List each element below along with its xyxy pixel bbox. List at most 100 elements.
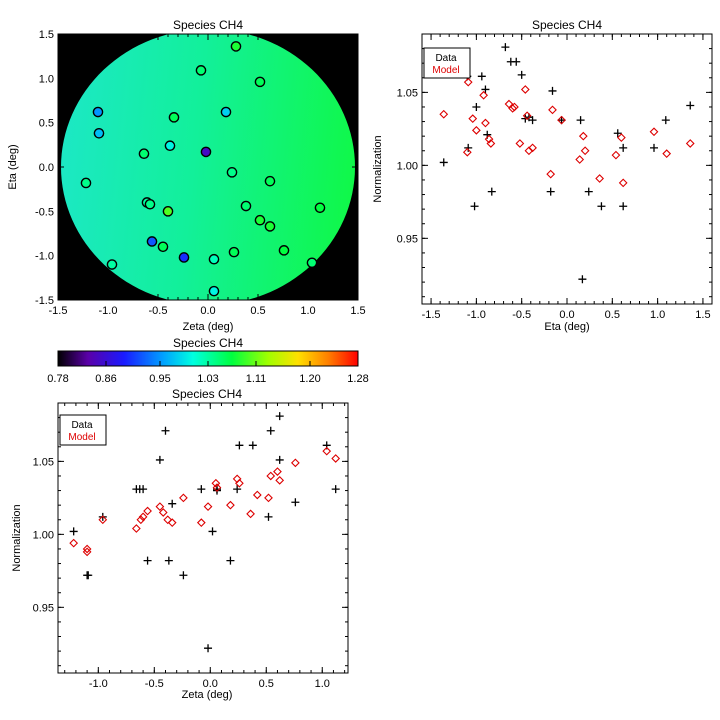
map-y-axis-label: Eta (deg) (7, 144, 19, 189)
colorbar-tick-label: 0.95 (149, 373, 170, 385)
zeta-data-point (168, 499, 177, 508)
zeta-data-point (139, 485, 148, 494)
map-y-tick-label: 0.0 (39, 162, 54, 174)
zeta-normalization-panel: Species CH4 -1.0 -0.5 0.0 0.5 1.0 0.95 1.00 1.… (11, 387, 349, 701)
zeta-panel-frame (57, 402, 349, 674)
map-source-point (138, 148, 150, 159)
zeta-data-point (208, 527, 217, 536)
map-x-tick-label: -0.5 (149, 305, 168, 317)
colorbar-title: Species CH4 (173, 336, 243, 350)
map-source-point (264, 221, 276, 232)
zeta-data-point (275, 455, 284, 464)
eta-data-point (439, 158, 448, 167)
zeta-data-point (69, 527, 78, 536)
zeta-model-point (246, 509, 255, 519)
zeta-model-point (69, 538, 79, 548)
zeta-model-point (167, 518, 177, 528)
eta-data-point (597, 202, 606, 211)
map-x-tick-label: 1.0 (300, 305, 315, 317)
zeta-model-point (331, 454, 341, 463)
map-source-point (220, 106, 232, 118)
map-source-point (157, 241, 169, 253)
map-source-point (144, 198, 156, 210)
map-source-point (200, 146, 212, 158)
colorbar: Species CH4 0.78 0.86 0.95 1.03 1.11 1.20 1.28 (47, 336, 368, 385)
eta-data-point (528, 116, 537, 125)
zeta-model-point (82, 547, 92, 557)
zeta-x-tick-label: -0.5 (145, 678, 164, 690)
eta-legend: Data Model (423, 47, 471, 79)
eta-x-tick-label: -1.0 (467, 309, 486, 321)
colorbar-tick-label: 0.86 (95, 373, 116, 385)
map-x-tick-label: 1.5 (350, 305, 365, 317)
eta-model-point (481, 118, 490, 128)
eta-model-point (522, 111, 532, 121)
zeta-x-tick-label: 0.0 (203, 678, 218, 690)
map-source-point (146, 236, 158, 247)
zeta-model-point (212, 483, 222, 493)
eta-panel-title: Species CH4 (532, 18, 602, 32)
zeta-model-point (179, 493, 188, 503)
zeta-data-point (226, 556, 235, 565)
eta-model-point (580, 146, 590, 156)
zeta-model-point (203, 502, 213, 511)
map-title: Species CH4 (173, 18, 243, 32)
zeta-y-tick-label: 1.05 (33, 456, 54, 468)
zeta-data-point (266, 426, 275, 435)
eta-model-point (515, 139, 525, 148)
zeta-x-tick-label: 0.5 (259, 678, 274, 690)
map-source-point (106, 259, 118, 270)
map-y-tick-label: -1.0 (35, 251, 54, 263)
eta-model-point (463, 77, 473, 87)
zeta-model-point (196, 518, 206, 528)
colorbar-tick-label: 1.20 (299, 373, 320, 385)
zeta-model-point (138, 512, 148, 522)
eta-model-point (462, 147, 472, 157)
map-source-point (254, 76, 266, 88)
colorbar-tick-label: 1.03 (197, 373, 218, 385)
map-source-point (92, 106, 104, 118)
map-source-point (208, 253, 220, 265)
map-source-point (162, 206, 174, 217)
eta-model-point (510, 102, 519, 112)
zeta-model-point (98, 515, 108, 525)
eta-y-tick-label: 1.05 (397, 87, 418, 99)
zeta-legend-box (59, 414, 107, 446)
zeta-model-point (143, 506, 152, 516)
map-source-point (314, 202, 326, 214)
eta-data-point (584, 187, 593, 196)
zeta-data-point (233, 485, 242, 494)
eta-data-point (481, 85, 490, 94)
eta-data-point (576, 116, 585, 125)
eta-model-point (618, 178, 628, 188)
map-x-axis-label: Zeta (deg) (183, 321, 234, 333)
eta-x-tick-label: 0.0 (559, 309, 574, 321)
zeta-model-point (136, 515, 146, 525)
eta-model-point (508, 104, 518, 113)
map-y-tick-label: 1.0 (39, 73, 54, 85)
eta-normalization-panel: Species CH4 -1.5 -1.0 -0.5 0.0 0.5 1.0 1.5 0.9… (372, 18, 713, 333)
eta-panel-x-axis-label: Eta (deg) (544, 321, 589, 333)
eta-data-point (470, 202, 479, 211)
map-source-point (278, 245, 290, 256)
map-panel: Species CH4 -1.5 -1.0 -0.5 0.0 0.5 1.0 1.5 -1.… (7, 18, 366, 333)
zeta-data-point (291, 498, 300, 507)
eta-data-point (619, 202, 628, 211)
zeta-model-point (163, 515, 173, 525)
zeta-data-point (275, 412, 284, 421)
map-source-point (164, 140, 176, 152)
zeta-data-point (84, 571, 93, 580)
eta-model-point (520, 85, 530, 94)
eta-model-point (578, 131, 588, 141)
eta-data-point (477, 72, 486, 81)
map-source-point (178, 252, 190, 263)
eta-data-point (472, 102, 481, 111)
map-source-point (306, 257, 318, 269)
zeta-model-point (266, 471, 276, 481)
zeta-data-point (161, 426, 170, 435)
map-source-point (93, 128, 105, 139)
eta-data-point (613, 129, 622, 138)
zeta-model-point (158, 508, 168, 517)
map-source-point (254, 214, 266, 226)
eta-data-point (548, 86, 557, 95)
